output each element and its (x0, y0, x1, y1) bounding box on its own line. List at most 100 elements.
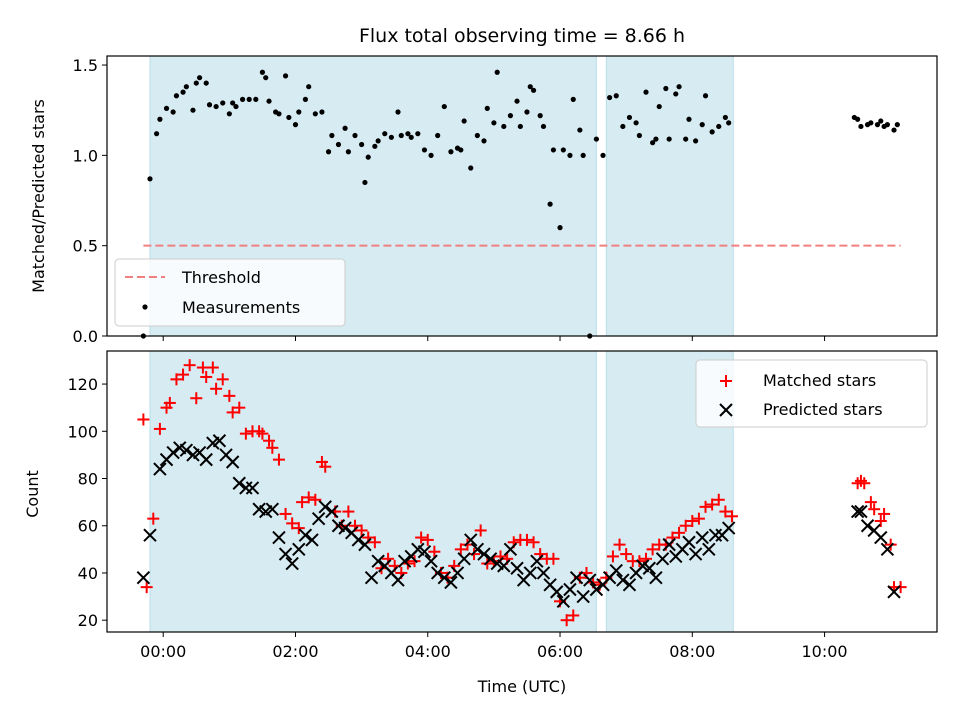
measurement-point (726, 120, 732, 126)
matched-star-point (183, 359, 196, 372)
predicted-star-point (854, 504, 868, 519)
matched-legend-swatch (720, 375, 732, 387)
matched-star-point (894, 581, 907, 594)
matched-star-point (673, 526, 686, 539)
predicted-star-point-b (143, 528, 157, 542)
bottom-legend: Matched stars Predicted stars (695, 359, 928, 428)
measurement-point (421, 147, 428, 153)
predicted-star-point-b (173, 441, 187, 455)
measurement-point (395, 109, 401, 115)
matched-star-point (147, 512, 160, 525)
measurement-point (196, 75, 203, 81)
threshold-legend-label: Threshold (181, 268, 261, 287)
measurement-point (388, 134, 394, 140)
matched-star-point (140, 581, 153, 594)
measurement-point (894, 122, 900, 128)
matched-star-point (368, 536, 381, 549)
matched-star-point (474, 524, 487, 537)
predicted-star-point (622, 578, 637, 592)
matched-star-point (296, 496, 309, 509)
measurement-point (359, 141, 365, 148)
measurement-point (855, 116, 861, 122)
measurement-point (686, 116, 692, 122)
measurement-point (570, 96, 576, 102)
predicted-star-point (702, 542, 716, 557)
predicted-star-point-b (616, 573, 630, 587)
predicted-star-point-b (325, 504, 339, 519)
measurement-point (206, 102, 213, 108)
measurement-point (557, 225, 563, 231)
predicted-star-point (510, 561, 524, 575)
predicted-star-point-b (887, 585, 901, 599)
measurements-legend-label: Measurements (182, 298, 300, 317)
matched-star-point (233, 401, 246, 414)
bottom-axes-frame (106, 350, 938, 633)
measurement-point (577, 127, 583, 133)
top-y-tick-label: 0.5 (73, 237, 98, 256)
predicted-star-point-b (682, 535, 696, 549)
predicted-star-point-b (371, 554, 385, 568)
predicted-star-point (880, 542, 895, 557)
bottom-x-ticks: 00:00 02:00 04:00 06:00 08:00 10:00 (140, 632, 848, 661)
predicted-star-point-b (688, 547, 703, 561)
bottom-y-tick-label: 40 (78, 564, 98, 583)
matched-star-point (266, 441, 279, 454)
bottom-x-tick-label: 06:00 (537, 642, 583, 661)
matched-star-point (190, 392, 203, 405)
measurement-point (874, 122, 881, 128)
measurement-point (190, 107, 196, 113)
predicted-star-point (688, 547, 703, 561)
measurement-point (193, 80, 199, 86)
measurement-point (507, 113, 514, 119)
matched-star-point (177, 368, 190, 381)
matched-star-point (878, 507, 891, 520)
measurement-point (335, 141, 342, 148)
measurement-point (312, 111, 318, 117)
predicted-star-point (536, 566, 551, 580)
predicted-star-point-b (556, 594, 571, 609)
predicted-star-point-b (364, 570, 379, 585)
measurement-point (253, 96, 259, 102)
measurement-point (365, 154, 371, 160)
predicted-star-point-b (483, 552, 498, 566)
predicted-star-point (212, 434, 227, 448)
matched-star-point (679, 519, 692, 532)
measurement-point (435, 132, 441, 139)
measurement-point (147, 176, 153, 182)
measurement-point (683, 136, 689, 142)
predicted-star-point (655, 552, 670, 566)
predicted-star-point-b (378, 559, 392, 573)
measurement-point (501, 123, 507, 130)
measurement-point (560, 147, 566, 153)
predicted-star-point-b (358, 537, 372, 552)
measurement-point (491, 120, 497, 126)
predicted-star-point (874, 530, 888, 545)
measurement-point (494, 69, 500, 75)
measurement-point (600, 152, 606, 158)
predicted-star-point (351, 533, 366, 547)
bottom-panel: 20 40 60 80 100 120 00:00 02:00 04:00 06:00 08:00… (23, 350, 938, 696)
predicted-star-point (391, 573, 405, 587)
predicted-star-point-b (272, 530, 286, 545)
matched-star-point (286, 517, 299, 530)
measurement-point (580, 152, 586, 158)
bottom-y-tick-label: 120 (67, 375, 98, 394)
predicted-star-point-b (225, 455, 240, 469)
matched-star-point (864, 496, 877, 509)
predicted-star-point-b (536, 566, 551, 580)
predicted-stars-points (136, 434, 901, 609)
predicted-star-point-b (550, 585, 564, 599)
matched-star-point (210, 382, 223, 395)
measurement-point (352, 132, 358, 139)
chart-title: Flux total observing time = 8.66 h (359, 25, 685, 47)
predicted-star-point-b (569, 570, 584, 585)
measurement-point (306, 84, 312, 90)
predicted-star-point (305, 533, 319, 547)
bottom-x-tick-label: 00:00 (140, 642, 186, 661)
predicted-star-point-b (470, 542, 485, 557)
predicted-star-point-b (199, 452, 213, 467)
predicted-star-point (662, 537, 676, 552)
predicted-star-point-b (252, 502, 266, 516)
predicted-star-point-b (153, 462, 167, 476)
predicted-star-point-b (331, 519, 346, 533)
